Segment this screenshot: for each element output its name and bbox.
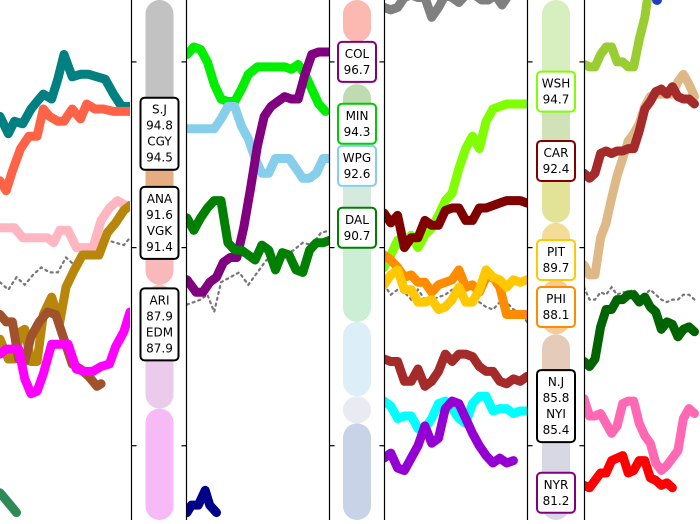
label-text: EDM: [146, 325, 173, 339]
label-box: [337, 144, 377, 187]
label-text: NYR: [544, 478, 569, 492]
label-text: CAR: [544, 146, 569, 160]
label-text: 91.6: [146, 208, 173, 222]
series-line: [584, 451, 677, 493]
series-line: [384, 196, 527, 253]
label-box: [536, 239, 576, 281]
label-text: 94.8: [146, 119, 173, 133]
series-line: [584, 290, 699, 371]
panel-1: [187, 42, 330, 518]
band-stripe: [145, 408, 174, 520]
label-box: [536, 286, 576, 329]
team-label: CAR 92.4: [536, 139, 576, 182]
label-text: 87.9: [146, 309, 173, 323]
team-label: ARI 87.9 EDM 87.9: [139, 287, 180, 362]
series-line: [0, 307, 130, 399]
team-label: NYR 81.2: [536, 471, 576, 514]
label-text: 90.7: [344, 229, 371, 243]
panel-0: [0, 50, 130, 518]
label-box: [139, 185, 180, 260]
series-line: [187, 102, 330, 183]
series-line: [384, 349, 527, 391]
label-text: 92.4: [543, 162, 570, 176]
label-text: MIN: [346, 109, 369, 123]
series-line: [0, 99, 130, 196]
series-line: [584, 394, 699, 475]
team-label: ANA 91.6 VGK 91.4: [139, 185, 180, 260]
series-line: [384, 250, 527, 319]
label-text: ANA: [147, 192, 173, 206]
label-text: 88.1: [543, 308, 570, 322]
team-label: DAL 90.7: [337, 206, 377, 249]
label-text: 94.7: [543, 93, 570, 107]
label-text: 94.3: [344, 125, 371, 139]
label-text: NYI: [546, 407, 566, 421]
panel-3: [584, 0, 699, 493]
label-box: [536, 139, 576, 182]
series-line: [584, 0, 652, 72]
series-line: [384, 391, 527, 433]
team-label: PHI 88.1: [536, 286, 576, 329]
series-line: [0, 50, 130, 139]
band-stripe: [343, 423, 371, 520]
series-line: [384, 396, 518, 475]
series-marker: [652, 0, 662, 5]
label-text: 87.9: [146, 341, 173, 355]
band-stripe: [343, 0, 371, 43]
team-label: WSH 94.7: [536, 70, 576, 113]
label-text: S.J: [152, 103, 167, 117]
label-text: 85.8: [543, 391, 570, 405]
label-text: 85.4: [543, 423, 570, 437]
series-line: [584, 69, 699, 280]
panel-2: [384, 0, 527, 475]
label-box: [536, 70, 576, 113]
league-average-line: [187, 229, 330, 316]
label-box: [337, 102, 377, 145]
label-text: PIT: [547, 245, 566, 259]
team-label: N.J 85.8 NYI 85.4: [536, 369, 576, 444]
band-stripe: [343, 396, 371, 424]
team-label: S.J 94.8 CGY 94.5: [139, 96, 180, 171]
label-box: [536, 369, 576, 444]
label-text: CGY: [147, 135, 172, 149]
label-text: WSH: [542, 77, 571, 91]
label-box: [337, 40, 377, 83]
label-text: 89.7: [543, 261, 570, 275]
band-0: [145, 0, 174, 520]
label-text: COL: [345, 47, 370, 61]
series-line: [584, 82, 699, 183]
series-line: [187, 485, 221, 518]
label-text: 96.7: [344, 63, 371, 77]
label-text: PHI: [546, 292, 566, 306]
series-line: [187, 47, 330, 297]
team-label: WPG 92.6: [337, 144, 377, 187]
label-box: [139, 287, 180, 362]
label-box: [536, 471, 576, 514]
band-stripe: [542, 0, 570, 95]
team-label: COL 96.7: [337, 40, 377, 83]
label-text: WPG: [343, 151, 371, 165]
label-text: 92.6: [344, 167, 371, 181]
league-average-line: [0, 236, 130, 292]
label-text: DAL: [345, 213, 369, 227]
series-line: [384, 265, 527, 314]
label-text: 91.4: [146, 240, 173, 254]
label-text: VGK: [147, 224, 174, 238]
label-text: ARI: [149, 293, 169, 307]
team-label: MIN 94.3: [337, 102, 377, 145]
band-stripe: [343, 321, 371, 397]
band-stripe: [145, 0, 174, 119]
label-box: [139, 96, 180, 171]
label-box: [337, 206, 377, 249]
label-text: 81.2: [543, 494, 570, 508]
series-line: [0, 196, 130, 253]
series-line: [384, 0, 511, 22]
team-label: PIT 89.7: [536, 239, 576, 281]
label-text: 94.5: [146, 151, 173, 165]
label-text: N.J: [548, 375, 564, 389]
series-line: [187, 196, 330, 277]
series-line: [0, 488, 21, 518]
